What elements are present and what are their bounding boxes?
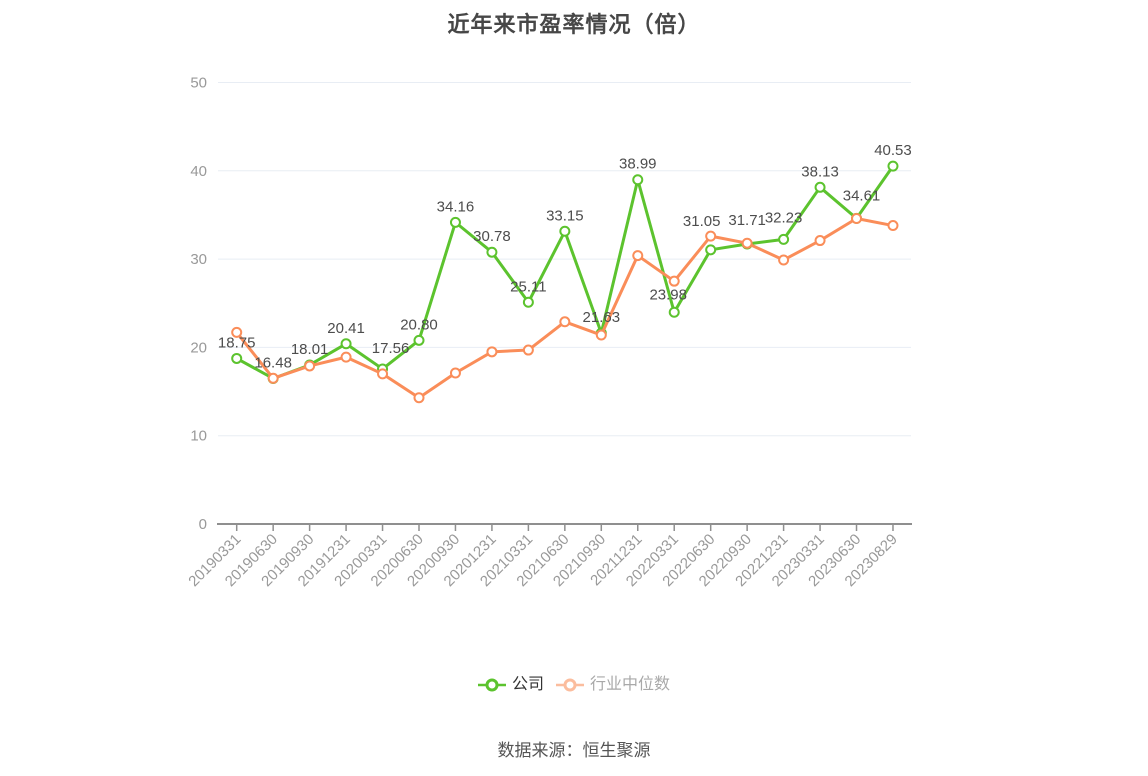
company-data-label: 21.63	[583, 309, 621, 326]
industry-median-data-point[interactable]	[413, 392, 425, 404]
legend-item-label: 行业中位数	[590, 676, 671, 693]
company-data-label: 34.16	[437, 198, 475, 215]
y-axis-tick-label: 10	[190, 428, 207, 445]
industry-median-data-point[interactable]	[632, 250, 644, 262]
legend: 公司 行业中位数	[0, 674, 1148, 696]
industry-median-series-line	[235, 216, 895, 400]
company-data-label: 31.71	[728, 212, 766, 229]
company-data-label: 38.13	[801, 163, 839, 180]
company-data-point[interactable]	[887, 160, 899, 172]
industry-median-data-point[interactable]	[814, 235, 826, 247]
y-axis-tick-label: 30	[190, 251, 207, 268]
company-data-label: 23.98	[649, 286, 687, 303]
industry-median-data-point[interactable]	[887, 220, 899, 232]
y-axis-tick-label: 20	[190, 339, 207, 356]
company-data-point[interactable]	[778, 233, 790, 245]
company-data-label: 32.23	[765, 209, 803, 226]
industry-median-data-point[interactable]	[522, 344, 534, 356]
industry-median-data-point[interactable]	[267, 372, 279, 384]
industry-median-data-point[interactable]	[304, 360, 316, 372]
legend-line-marker-icon	[556, 678, 584, 692]
industry-median-data-point[interactable]	[705, 230, 717, 242]
company-data-point[interactable]	[522, 296, 534, 308]
company-data-label: 30.78	[473, 228, 511, 245]
company-data-point[interactable]	[705, 244, 717, 256]
company-series-line	[235, 164, 895, 380]
industry-median-data-point[interactable]	[851, 212, 863, 224]
pe-ratio-line-chart: 0102030405020190331201906302019093020191…	[185, 75, 912, 590]
industry-median-data-point[interactable]	[741, 237, 753, 249]
industry-median-data-point[interactable]	[377, 368, 389, 380]
company-data-point[interactable]	[231, 352, 243, 364]
company-data-point[interactable]	[486, 246, 498, 258]
industry-median-data-point[interactable]	[595, 329, 607, 341]
company-data-point[interactable]	[632, 174, 644, 186]
company-data-label: 40.53	[874, 142, 912, 159]
industry-median-data-point[interactable]	[486, 346, 498, 358]
company-data-label: 20.41	[327, 320, 365, 337]
company-data-label: 18.01	[291, 341, 329, 358]
legend-item-industry-median[interactable]: 行业中位数	[556, 674, 670, 696]
company-data-point[interactable]	[449, 216, 461, 228]
legend-item-label: 公司	[511, 676, 544, 693]
y-axis-tick-label: 40	[190, 163, 207, 180]
company-data-point[interactable]	[668, 306, 680, 318]
company-data-label: 16.48	[254, 354, 292, 371]
company-data-point[interactable]	[559, 225, 571, 237]
chart-title: 近年来市盈率情况（倍）	[447, 12, 701, 37]
company-data-label: 31.05	[683, 213, 721, 230]
company-data-label: 25.11	[510, 278, 546, 295]
company-data-label: 34.61	[843, 187, 881, 204]
industry-median-data-point[interactable]	[559, 316, 571, 328]
company-data-label: 17.56	[372, 340, 410, 357]
company-data-label: 20.80	[400, 316, 438, 333]
industry-median-data-point[interactable]	[449, 367, 461, 379]
company-data-label: 18.75	[218, 334, 256, 351]
company-data-point[interactable]	[814, 181, 826, 193]
industry-median-data-point[interactable]	[231, 326, 243, 338]
company-data-label: 38.99	[619, 156, 657, 173]
company-data-point[interactable]	[413, 334, 425, 346]
y-axis-tick-label: 0	[199, 516, 207, 533]
y-axis-tick-label: 50	[190, 75, 207, 92]
company-data-point[interactable]	[340, 338, 352, 350]
industry-median-data-point[interactable]	[778, 254, 790, 266]
legend-item-company[interactable]: 公司	[477, 674, 544, 696]
data-source-note: 数据来源：恒生聚源	[497, 741, 651, 760]
industry-median-data-point[interactable]	[340, 351, 352, 363]
legend-line-marker-icon	[477, 678, 506, 692]
company-data-label: 33.15	[546, 207, 584, 224]
industry-median-data-point[interactable]	[668, 275, 680, 287]
